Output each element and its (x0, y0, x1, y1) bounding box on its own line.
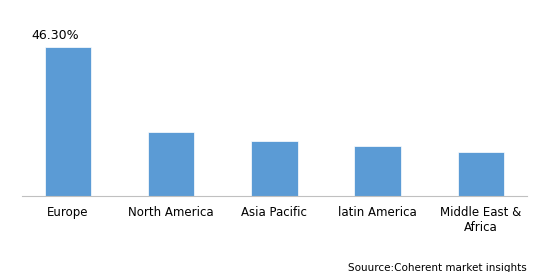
Bar (148, 132, 194, 196)
Bar (251, 141, 298, 196)
Bar (45, 47, 91, 196)
Text: Souurce:Coherent market insights: Souurce:Coherent market insights (349, 263, 527, 272)
Text: 46.30%: 46.30% (32, 29, 79, 42)
Bar (355, 146, 401, 196)
Bar (458, 152, 504, 196)
